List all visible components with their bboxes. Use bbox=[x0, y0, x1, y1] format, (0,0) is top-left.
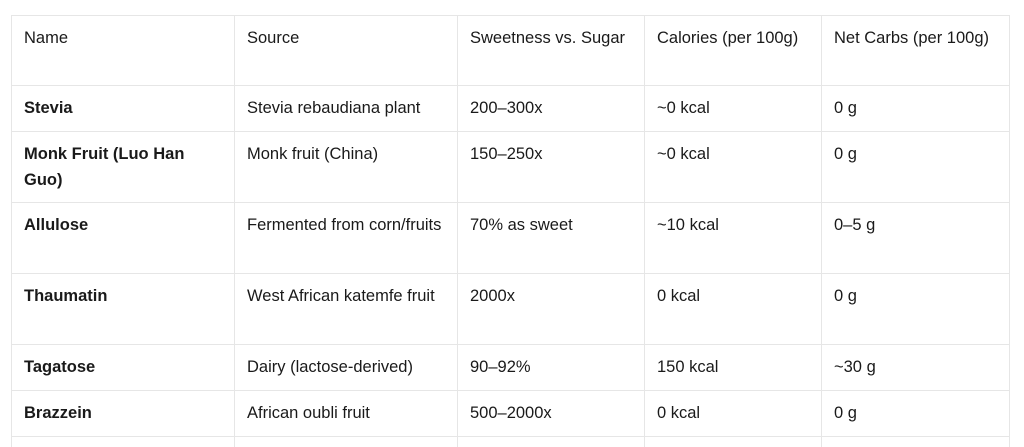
table-row: Monk Fruit (Luo Han Guo) Monk fruit (Chi… bbox=[11, 131, 1010, 203]
cell-name: Tagatose bbox=[11, 344, 235, 391]
cell-source: Monk fruit (China) bbox=[234, 131, 458, 203]
cell-sweetness: 2000x bbox=[457, 273, 645, 345]
cell-sweetness: 200–300x bbox=[457, 85, 645, 132]
table-row: Stevia Stevia rebaudiana plant 200–300x … bbox=[11, 85, 1010, 132]
table-row: Thaumatin West African katemfe fruit 200… bbox=[11, 273, 1010, 345]
cell-source: Dairy (lactose-derived) bbox=[234, 344, 458, 391]
cell-net-carbs: 0 g bbox=[821, 390, 1010, 437]
column-header-name: Name bbox=[11, 15, 235, 86]
cell-name bbox=[11, 436, 235, 447]
table-row: Tagatose Dairy (lactose-derived) 90–92% … bbox=[11, 344, 1010, 391]
cell-calories: 0 kcal bbox=[644, 273, 822, 345]
cell-sweetness: 500–2000x bbox=[457, 390, 645, 437]
cell-name: Allulose bbox=[11, 202, 235, 274]
cell-net-carbs: 0 g bbox=[821, 131, 1010, 203]
cell-sweetness: 90–92% bbox=[457, 344, 645, 391]
cell-name: Stevia bbox=[11, 85, 235, 132]
column-header-source: Source bbox=[234, 15, 458, 86]
cell-name: Monk Fruit (Luo Han Guo) bbox=[11, 131, 235, 203]
cell-net-carbs: 0–5 g bbox=[821, 202, 1010, 274]
cell-net-carbs: 0 g bbox=[821, 85, 1010, 132]
cell-calories: 150 kcal bbox=[644, 344, 822, 391]
cell-name: Brazzein bbox=[11, 390, 235, 437]
column-header-net-carbs: Net Carbs (per 100g) bbox=[821, 15, 1010, 86]
cell-calories: ~0 kcal bbox=[644, 85, 822, 132]
table-row: Brazzein African oubli fruit 500–2000x 0… bbox=[11, 390, 1010, 437]
cell-sweetness: 150–250x bbox=[457, 131, 645, 203]
cell-calories: ~0 kcal bbox=[644, 131, 822, 203]
table-header-row: Name Source Sweetness vs. Sugar Calories… bbox=[11, 15, 1010, 86]
table-row-cut-off bbox=[11, 436, 1010, 447]
cell-source: Fermented from corn/fruits bbox=[234, 202, 458, 274]
cell-calories: ~10 kcal bbox=[644, 202, 822, 274]
cell-net-carbs bbox=[821, 436, 1010, 447]
cell-calories: 0 kcal bbox=[644, 390, 822, 437]
column-header-sweetness: Sweetness vs. Sugar bbox=[457, 15, 645, 86]
cell-net-carbs: 0 g bbox=[821, 273, 1010, 345]
cell-source: African oubli fruit bbox=[234, 390, 458, 437]
cell-sweetness bbox=[457, 436, 645, 447]
cell-source: Stevia rebaudiana plant bbox=[234, 85, 458, 132]
cell-sweetness: 70% as sweet bbox=[457, 202, 645, 274]
column-header-calories: Calories (per 100g) bbox=[644, 15, 822, 86]
cell-net-carbs: ~30 g bbox=[821, 344, 1010, 391]
cell-source: West African katemfe fruit bbox=[234, 273, 458, 345]
cell-name: Thaumatin bbox=[11, 273, 235, 345]
sweeteners-table: Name Source Sweetness vs. Sugar Calories… bbox=[11, 15, 1010, 447]
table-row: Allulose Fermented from corn/fruits 70% … bbox=[11, 202, 1010, 274]
cell-calories bbox=[644, 436, 822, 447]
cell-source bbox=[234, 436, 458, 447]
